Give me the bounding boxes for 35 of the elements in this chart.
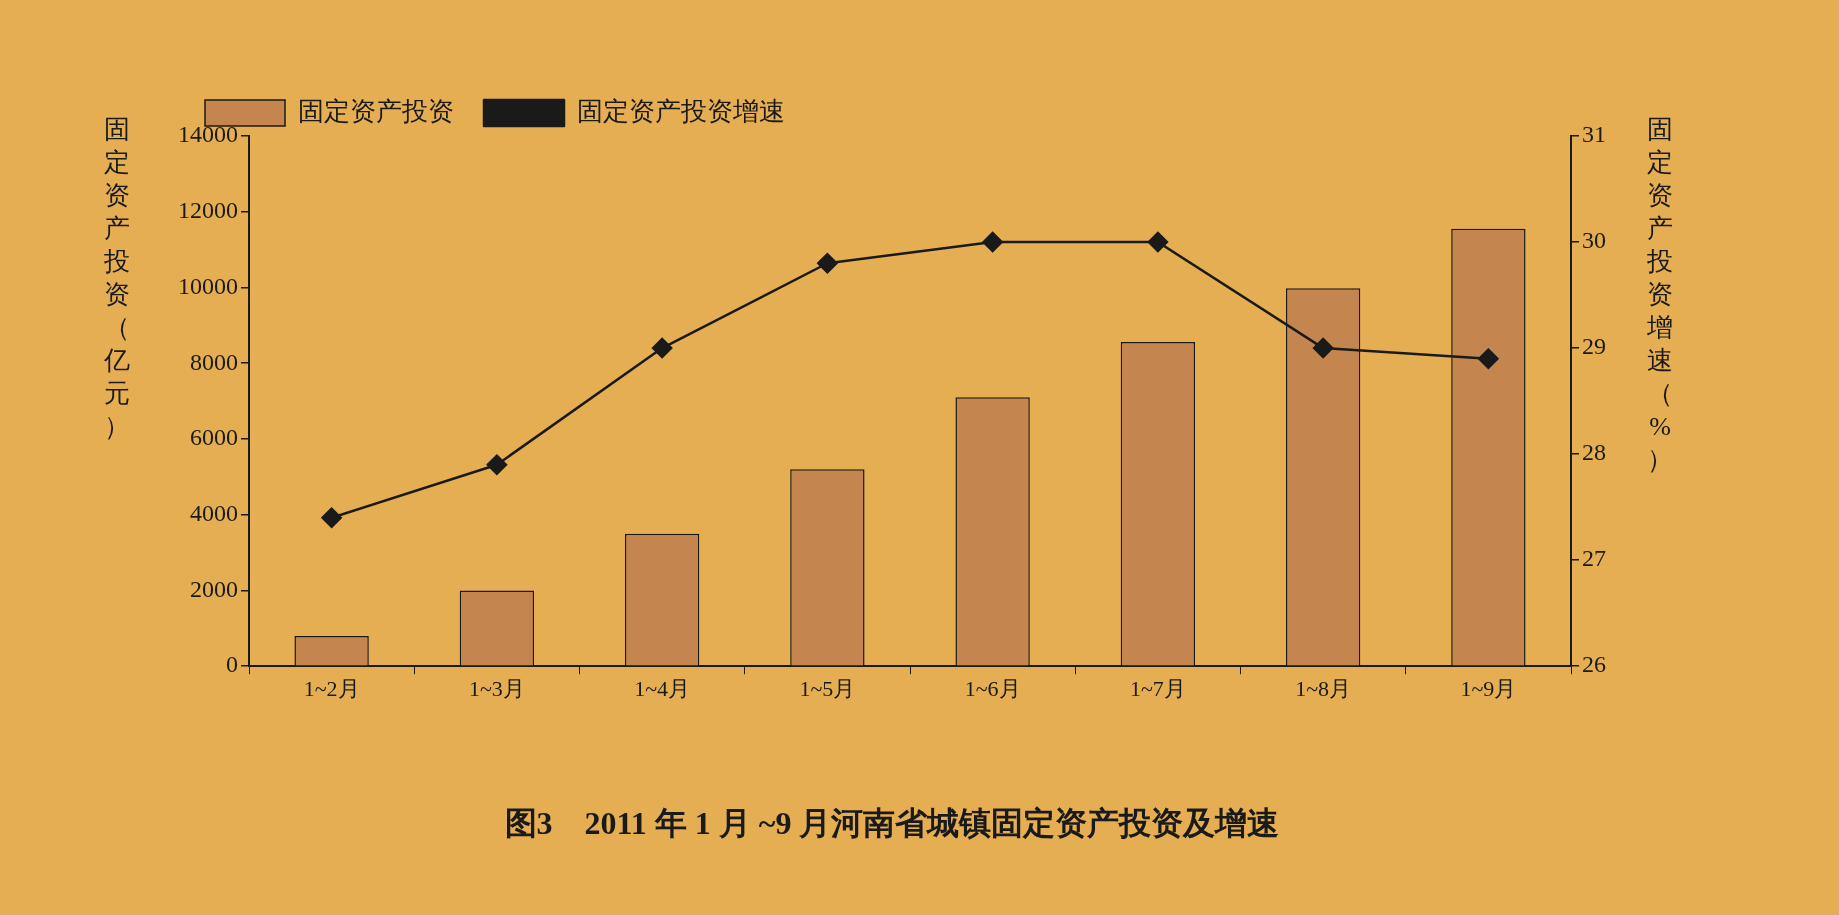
x-tick-label: 1~9月 [1460, 676, 1517, 702]
text: 固定资产投资（亿元） [104, 114, 130, 441]
y-tick-label: 4000 [190, 500, 238, 527]
point [817, 253, 838, 274]
y-tick-label: 0 [226, 651, 238, 678]
y-tick-label: 6000 [190, 424, 238, 451]
x-tick-label: 1~7月 [1129, 676, 1186, 702]
legend-label: 固定资产投资增速 [577, 96, 785, 126]
x-tick-label: 1~3月 [468, 676, 525, 702]
y-tick-label: 2000 [190, 575, 238, 602]
x-tick-label: 1~6月 [964, 676, 1021, 702]
point [1147, 231, 1169, 253]
y2-tick-label: 27 [1582, 545, 1606, 572]
y-tick-label: 12000 [178, 197, 238, 224]
text: 固定资产投资增速（%） [1647, 114, 1673, 474]
x-tick-label: 1~8月 [1295, 676, 1352, 702]
text: 图3 2011 年 1 月 ~9 月河南省城镇固定资产投资及增速 [504, 805, 1280, 842]
point [486, 454, 508, 475]
point [982, 231, 1003, 253]
y2-tick-label: 29 [1582, 333, 1606, 360]
point [651, 337, 673, 359]
y-tick-label: 14000 [178, 121, 238, 148]
x-tick-label: 1~5月 [799, 676, 856, 702]
y2-tick-label: 31 [1582, 121, 1606, 148]
point [1478, 348, 1499, 369]
y2-tick-label: 26 [1582, 651, 1606, 678]
legend-label: 固定资产投资 [298, 96, 454, 126]
y-tick-label: 10000 [178, 272, 238, 299]
x-tick-label: 1~4月 [634, 676, 691, 702]
y2-tick-label: 30 [1582, 227, 1606, 254]
y-tick-label: 8000 [190, 348, 238, 375]
point [321, 507, 342, 528]
point [1312, 337, 1334, 359]
x-tick-label: 1~2月 [303, 676, 360, 702]
y2-tick-label: 28 [1582, 439, 1606, 466]
